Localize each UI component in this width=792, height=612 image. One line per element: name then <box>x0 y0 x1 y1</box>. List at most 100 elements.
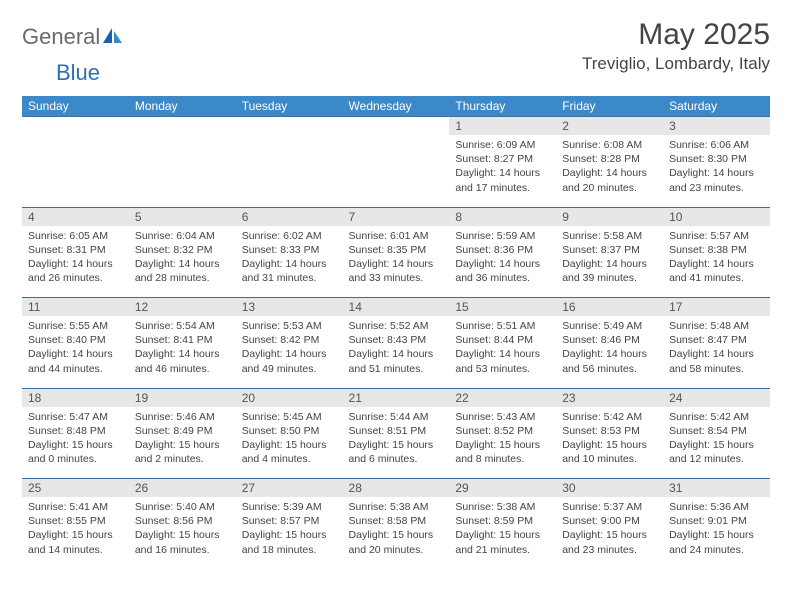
sunrise-text: Sunrise: 5:48 AM <box>669 319 764 333</box>
day-number-cell: 3 <box>663 117 770 136</box>
day1-text: Daylight: 15 hours <box>135 528 230 542</box>
sunrise-text: Sunrise: 5:38 AM <box>455 500 550 514</box>
day2-text: and 23 minutes. <box>562 543 657 557</box>
day1-text: Daylight: 15 hours <box>135 438 230 452</box>
day-content-cell: Sunrise: 6:06 AMSunset: 8:30 PMDaylight:… <box>663 135 770 207</box>
sunset-text: Sunset: 8:42 PM <box>242 333 337 347</box>
day-content-cell: Sunrise: 5:36 AMSunset: 9:01 PMDaylight:… <box>663 497 770 569</box>
day-content-cell: Sunrise: 5:57 AMSunset: 8:38 PMDaylight:… <box>663 226 770 298</box>
day1-text: Daylight: 14 hours <box>562 257 657 271</box>
day-number-cell: 4 <box>22 207 129 226</box>
day-content-cell: Sunrise: 5:38 AMSunset: 8:59 PMDaylight:… <box>449 497 556 569</box>
day1-text: Daylight: 14 hours <box>669 347 764 361</box>
day-number-cell: 28 <box>343 479 450 498</box>
day-content-cell: Sunrise: 5:42 AMSunset: 8:53 PMDaylight:… <box>556 407 663 479</box>
sunset-text: Sunset: 8:27 PM <box>455 152 550 166</box>
weekday-header: Thursday <box>449 96 556 117</box>
day-number-cell <box>236 117 343 136</box>
day2-text: and 28 minutes. <box>135 271 230 285</box>
day2-text: and 8 minutes. <box>455 452 550 466</box>
day1-text: Daylight: 14 hours <box>242 257 337 271</box>
day-number-cell: 17 <box>663 298 770 317</box>
logo-text-general: General <box>22 24 100 50</box>
day-number-cell: 5 <box>129 207 236 226</box>
day1-text: Daylight: 15 hours <box>242 528 337 542</box>
day2-text: and 16 minutes. <box>135 543 230 557</box>
day-number-cell: 25 <box>22 479 129 498</box>
day2-text: and 4 minutes. <box>242 452 337 466</box>
day2-text: and 20 minutes. <box>562 181 657 195</box>
day-content-cell: Sunrise: 5:42 AMSunset: 8:54 PMDaylight:… <box>663 407 770 479</box>
day-number-row: 11121314151617 <box>22 298 770 317</box>
sunset-text: Sunset: 8:30 PM <box>669 152 764 166</box>
day-number-cell: 7 <box>343 207 450 226</box>
sunset-text: Sunset: 8:44 PM <box>455 333 550 347</box>
sunrise-text: Sunrise: 5:55 AM <box>28 319 123 333</box>
day1-text: Daylight: 14 hours <box>135 257 230 271</box>
day2-text: and 2 minutes. <box>135 452 230 466</box>
sunrise-text: Sunrise: 6:08 AM <box>562 138 657 152</box>
sunset-text: Sunset: 8:31 PM <box>28 243 123 257</box>
day2-text: and 44 minutes. <box>28 362 123 376</box>
day1-text: Daylight: 15 hours <box>562 438 657 452</box>
day1-text: Daylight: 14 hours <box>28 257 123 271</box>
day-content-cell: Sunrise: 5:45 AMSunset: 8:50 PMDaylight:… <box>236 407 343 479</box>
day1-text: Daylight: 14 hours <box>455 257 550 271</box>
day-number-cell: 13 <box>236 298 343 317</box>
sunset-text: Sunset: 8:54 PM <box>669 424 764 438</box>
day-content-cell <box>343 135 450 207</box>
sunset-text: Sunset: 8:48 PM <box>28 424 123 438</box>
sunset-text: Sunset: 9:01 PM <box>669 514 764 528</box>
day-content-cell <box>22 135 129 207</box>
day-number-cell: 29 <box>449 479 556 498</box>
sunset-text: Sunset: 8:53 PM <box>562 424 657 438</box>
day-number-cell: 31 <box>663 479 770 498</box>
sunset-text: Sunset: 8:55 PM <box>28 514 123 528</box>
day-number-row: 45678910 <box>22 207 770 226</box>
day-number-cell: 10 <box>663 207 770 226</box>
sunrise-text: Sunrise: 6:06 AM <box>669 138 764 152</box>
sunrise-text: Sunrise: 5:39 AM <box>242 500 337 514</box>
day2-text: and 24 minutes. <box>669 543 764 557</box>
day-number-cell: 26 <box>129 479 236 498</box>
day-number-cell: 16 <box>556 298 663 317</box>
day2-text: and 0 minutes. <box>28 452 123 466</box>
day-content-cell: Sunrise: 6:02 AMSunset: 8:33 PMDaylight:… <box>236 226 343 298</box>
day-content-cell: Sunrise: 5:59 AMSunset: 8:36 PMDaylight:… <box>449 226 556 298</box>
day-content-cell: Sunrise: 5:38 AMSunset: 8:58 PMDaylight:… <box>343 497 450 569</box>
day-content-cell: Sunrise: 5:41 AMSunset: 8:55 PMDaylight:… <box>22 497 129 569</box>
day-content-cell: Sunrise: 5:51 AMSunset: 8:44 PMDaylight:… <box>449 316 556 388</box>
sunrise-text: Sunrise: 5:58 AM <box>562 229 657 243</box>
day2-text: and 58 minutes. <box>669 362 764 376</box>
day2-text: and 21 minutes. <box>455 543 550 557</box>
sunset-text: Sunset: 8:58 PM <box>349 514 444 528</box>
day-number-cell: 1 <box>449 117 556 136</box>
day2-text: and 14 minutes. <box>28 543 123 557</box>
sunrise-text: Sunrise: 5:42 AM <box>562 410 657 424</box>
day-number-cell: 24 <box>663 388 770 407</box>
day2-text: and 51 minutes. <box>349 362 444 376</box>
weekday-header-row: Sunday Monday Tuesday Wednesday Thursday… <box>22 96 770 117</box>
sunrise-text: Sunrise: 6:09 AM <box>455 138 550 152</box>
day-content-cell: Sunrise: 5:44 AMSunset: 8:51 PMDaylight:… <box>343 407 450 479</box>
day-content-cell: Sunrise: 5:58 AMSunset: 8:37 PMDaylight:… <box>556 226 663 298</box>
sunrise-text: Sunrise: 5:37 AM <box>562 500 657 514</box>
day-number-cell: 23 <box>556 388 663 407</box>
sunset-text: Sunset: 8:59 PM <box>455 514 550 528</box>
day-content-cell: Sunrise: 5:46 AMSunset: 8:49 PMDaylight:… <box>129 407 236 479</box>
weekday-header: Saturday <box>663 96 770 117</box>
sunrise-text: Sunrise: 5:57 AM <box>669 229 764 243</box>
day2-text: and 31 minutes. <box>242 271 337 285</box>
day-number-cell <box>22 117 129 136</box>
sunrise-text: Sunrise: 6:01 AM <box>349 229 444 243</box>
day-number-cell: 30 <box>556 479 663 498</box>
sunrise-text: Sunrise: 5:36 AM <box>669 500 764 514</box>
sunset-text: Sunset: 8:35 PM <box>349 243 444 257</box>
day1-text: Daylight: 15 hours <box>349 438 444 452</box>
day1-text: Daylight: 14 hours <box>135 347 230 361</box>
day-content-row: Sunrise: 5:55 AMSunset: 8:40 PMDaylight:… <box>22 316 770 388</box>
day-number-cell: 14 <box>343 298 450 317</box>
day-content-cell: Sunrise: 6:08 AMSunset: 8:28 PMDaylight:… <box>556 135 663 207</box>
day2-text: and 23 minutes. <box>669 181 764 195</box>
sunrise-text: Sunrise: 5:46 AM <box>135 410 230 424</box>
